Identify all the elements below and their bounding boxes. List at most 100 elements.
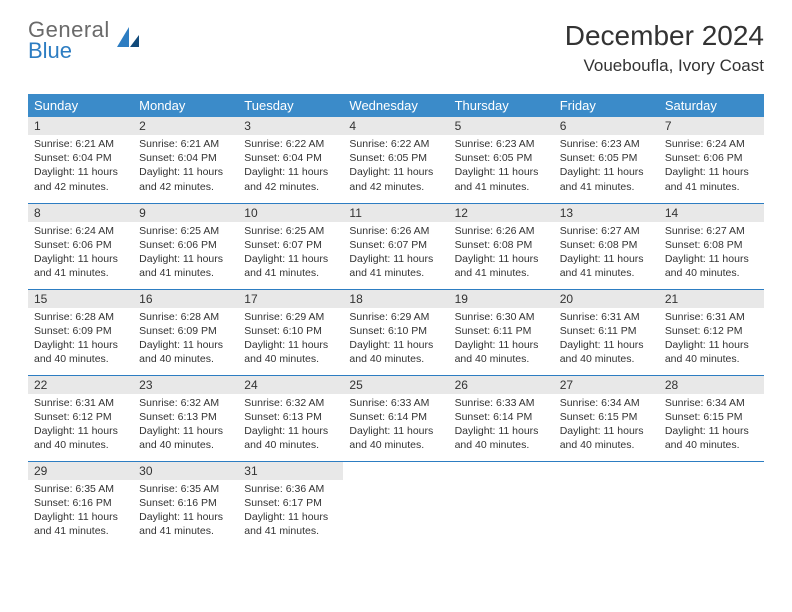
daylight-line: Daylight: 11 hours and 40 minutes.	[455, 338, 548, 366]
day-body: Sunrise: 6:25 AMSunset: 6:06 PMDaylight:…	[133, 222, 238, 285]
sunset-line: Sunset: 6:06 PM	[665, 151, 758, 165]
weekday-row: Sunday Monday Tuesday Wednesday Thursday…	[28, 94, 764, 117]
calendar-cell: 1Sunrise: 6:21 AMSunset: 6:04 PMDaylight…	[28, 117, 133, 203]
logo-word-blue: Blue	[28, 41, 110, 62]
day-body: Sunrise: 6:35 AMSunset: 6:16 PMDaylight:…	[133, 480, 238, 543]
sunset-line: Sunset: 6:15 PM	[560, 410, 653, 424]
calendar-cell: 3Sunrise: 6:22 AMSunset: 6:04 PMDaylight…	[238, 117, 343, 203]
calendar-cell: 10Sunrise: 6:25 AMSunset: 6:07 PMDayligh…	[238, 203, 343, 289]
sunrise-line: Sunrise: 6:25 AM	[244, 224, 337, 238]
day-number: 6	[554, 117, 659, 135]
day-body: Sunrise: 6:22 AMSunset: 6:05 PMDaylight:…	[343, 135, 448, 198]
calendar-cell: 5Sunrise: 6:23 AMSunset: 6:05 PMDaylight…	[449, 117, 554, 203]
day-body: Sunrise: 6:32 AMSunset: 6:13 PMDaylight:…	[133, 394, 238, 457]
sunset-line: Sunset: 6:07 PM	[244, 238, 337, 252]
sunrise-line: Sunrise: 6:22 AM	[244, 137, 337, 151]
sunset-line: Sunset: 6:06 PM	[34, 238, 127, 252]
day-number: 15	[28, 290, 133, 308]
calendar-cell: 7Sunrise: 6:24 AMSunset: 6:06 PMDaylight…	[659, 117, 764, 203]
weekday-header: Saturday	[659, 94, 764, 117]
weekday-header: Monday	[133, 94, 238, 117]
logo-text-block: General Blue	[28, 20, 110, 62]
day-number: 1	[28, 117, 133, 135]
day-number: 13	[554, 204, 659, 222]
sunrise-line: Sunrise: 6:27 AM	[665, 224, 758, 238]
calendar-cell: 18Sunrise: 6:29 AMSunset: 6:10 PMDayligh…	[343, 289, 448, 375]
daylight-line: Daylight: 11 hours and 40 minutes.	[139, 424, 232, 452]
calendar-cell: 21Sunrise: 6:31 AMSunset: 6:12 PMDayligh…	[659, 289, 764, 375]
sunrise-line: Sunrise: 6:24 AM	[34, 224, 127, 238]
calendar-cell: 2Sunrise: 6:21 AMSunset: 6:04 PMDaylight…	[133, 117, 238, 203]
day-number: 9	[133, 204, 238, 222]
daylight-line: Daylight: 11 hours and 41 minutes.	[665, 165, 758, 193]
day-number: 7	[659, 117, 764, 135]
calendar-cell: 30Sunrise: 6:35 AMSunset: 6:16 PMDayligh…	[133, 461, 238, 547]
calendar-cell: 17Sunrise: 6:29 AMSunset: 6:10 PMDayligh…	[238, 289, 343, 375]
day-body: Sunrise: 6:33 AMSunset: 6:14 PMDaylight:…	[449, 394, 554, 457]
daylight-line: Daylight: 11 hours and 40 minutes.	[455, 424, 548, 452]
daylight-line: Daylight: 11 hours and 40 minutes.	[34, 424, 127, 452]
daylight-line: Daylight: 11 hours and 40 minutes.	[560, 338, 653, 366]
day-number: 29	[28, 462, 133, 480]
daylight-line: Daylight: 11 hours and 42 minutes.	[349, 165, 442, 193]
sunrise-line: Sunrise: 6:26 AM	[349, 224, 442, 238]
day-body: Sunrise: 6:23 AMSunset: 6:05 PMDaylight:…	[554, 135, 659, 198]
calendar-cell: 9Sunrise: 6:25 AMSunset: 6:06 PMDaylight…	[133, 203, 238, 289]
calendar-cell: 27Sunrise: 6:34 AMSunset: 6:15 PMDayligh…	[554, 375, 659, 461]
sunset-line: Sunset: 6:07 PM	[349, 238, 442, 252]
day-number: 26	[449, 376, 554, 394]
calendar-table: Sunday Monday Tuesday Wednesday Thursday…	[28, 94, 764, 547]
daylight-line: Daylight: 11 hours and 41 minutes.	[139, 252, 232, 280]
sunrise-line: Sunrise: 6:31 AM	[560, 310, 653, 324]
day-body: Sunrise: 6:21 AMSunset: 6:04 PMDaylight:…	[28, 135, 133, 198]
sunset-line: Sunset: 6:06 PM	[139, 238, 232, 252]
daylight-line: Daylight: 11 hours and 40 minutes.	[139, 338, 232, 366]
day-number: 30	[133, 462, 238, 480]
day-body: Sunrise: 6:32 AMSunset: 6:13 PMDaylight:…	[238, 394, 343, 457]
daylight-line: Daylight: 11 hours and 41 minutes.	[455, 165, 548, 193]
sunrise-line: Sunrise: 6:34 AM	[560, 396, 653, 410]
sunrise-line: Sunrise: 6:29 AM	[244, 310, 337, 324]
day-body: Sunrise: 6:31 AMSunset: 6:11 PMDaylight:…	[554, 308, 659, 371]
sunrise-line: Sunrise: 6:21 AM	[139, 137, 232, 151]
day-body: Sunrise: 6:31 AMSunset: 6:12 PMDaylight:…	[28, 394, 133, 457]
sunrise-line: Sunrise: 6:27 AM	[560, 224, 653, 238]
daylight-line: Daylight: 11 hours and 40 minutes.	[665, 252, 758, 280]
day-number: 31	[238, 462, 343, 480]
day-number: 22	[28, 376, 133, 394]
calendar-cell: 20Sunrise: 6:31 AMSunset: 6:11 PMDayligh…	[554, 289, 659, 375]
daylight-line: Daylight: 11 hours and 40 minutes.	[665, 424, 758, 452]
day-body: Sunrise: 6:25 AMSunset: 6:07 PMDaylight:…	[238, 222, 343, 285]
sunset-line: Sunset: 6:12 PM	[34, 410, 127, 424]
daylight-line: Daylight: 11 hours and 40 minutes.	[665, 338, 758, 366]
sunset-line: Sunset: 6:15 PM	[665, 410, 758, 424]
weekday-header: Sunday	[28, 94, 133, 117]
weekday-header: Wednesday	[343, 94, 448, 117]
daylight-line: Daylight: 11 hours and 41 minutes.	[349, 252, 442, 280]
calendar-cell: 29Sunrise: 6:35 AMSunset: 6:16 PMDayligh…	[28, 461, 133, 547]
sunset-line: Sunset: 6:04 PM	[244, 151, 337, 165]
sunrise-line: Sunrise: 6:33 AM	[349, 396, 442, 410]
sunrise-line: Sunrise: 6:28 AM	[34, 310, 127, 324]
sunset-line: Sunset: 6:09 PM	[139, 324, 232, 338]
day-body: Sunrise: 6:34 AMSunset: 6:15 PMDaylight:…	[554, 394, 659, 457]
sunset-line: Sunset: 6:05 PM	[560, 151, 653, 165]
daylight-line: Daylight: 11 hours and 41 minutes.	[244, 252, 337, 280]
day-number: 14	[659, 204, 764, 222]
calendar-cell: 13Sunrise: 6:27 AMSunset: 6:08 PMDayligh…	[554, 203, 659, 289]
day-body: Sunrise: 6:24 AMSunset: 6:06 PMDaylight:…	[659, 135, 764, 198]
calendar-cell: .	[659, 461, 764, 547]
sunset-line: Sunset: 6:05 PM	[349, 151, 442, 165]
daylight-line: Daylight: 11 hours and 41 minutes.	[244, 510, 337, 538]
calendar-cell: 14Sunrise: 6:27 AMSunset: 6:08 PMDayligh…	[659, 203, 764, 289]
calendar-cell: 11Sunrise: 6:26 AMSunset: 6:07 PMDayligh…	[343, 203, 448, 289]
sunrise-line: Sunrise: 6:35 AM	[34, 482, 127, 496]
sunrise-line: Sunrise: 6:32 AM	[139, 396, 232, 410]
month-title: December 2024	[565, 20, 764, 52]
sunset-line: Sunset: 6:14 PM	[349, 410, 442, 424]
daylight-line: Daylight: 11 hours and 41 minutes.	[34, 510, 127, 538]
daylight-line: Daylight: 11 hours and 40 minutes.	[349, 338, 442, 366]
daylight-line: Daylight: 11 hours and 40 minutes.	[244, 424, 337, 452]
calendar-row: 29Sunrise: 6:35 AMSunset: 6:16 PMDayligh…	[28, 461, 764, 547]
sunset-line: Sunset: 6:04 PM	[139, 151, 232, 165]
